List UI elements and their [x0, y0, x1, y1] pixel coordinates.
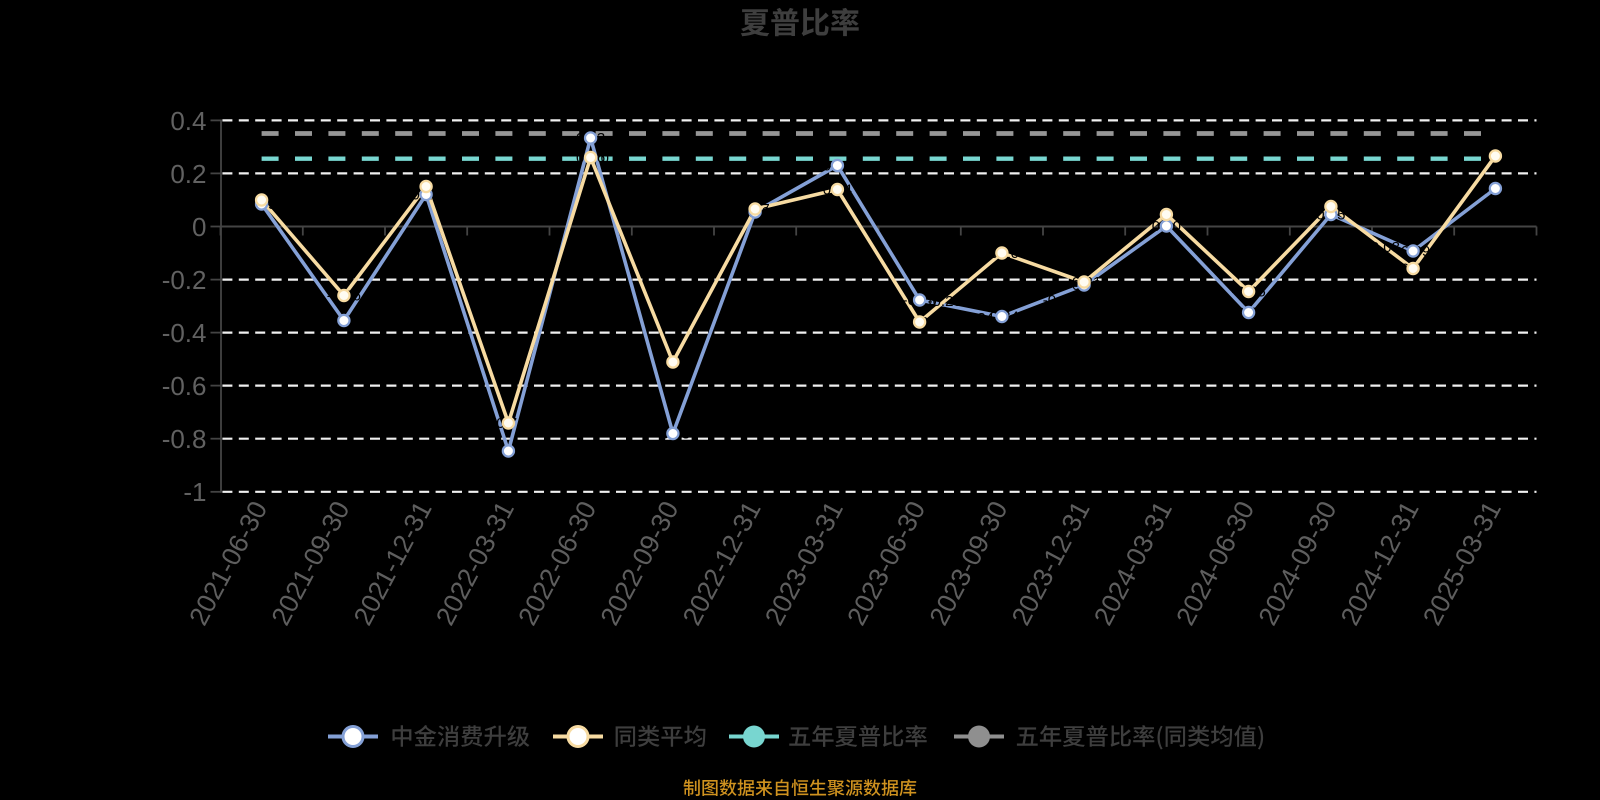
svg-text:-0.6: -0.6 — [162, 371, 207, 401]
svg-text:-0.35: -0.35 — [284, 300, 318, 317]
svg-text:0.08: 0.08 — [1371, 239, 1400, 256]
svg-text:-0.4: -0.4 — [162, 318, 207, 348]
svg-text:-0.21: -0.21 — [1043, 292, 1077, 309]
svg-text:-1: -1 — [183, 477, 206, 507]
svg-text:-0.2: -0.2 — [162, 265, 207, 295]
svg-text:0.26: 0.26 — [601, 150, 630, 167]
svg-text:-0.8: -0.8 — [162, 424, 207, 454]
svg-text:0.2: 0.2 — [170, 159, 206, 189]
svg-text:-0.28: -0.28 — [928, 293, 962, 310]
svg-text:0.05: 0.05 — [1176, 207, 1205, 224]
svg-text:0.4: 0.4 — [170, 106, 206, 136]
svg-text:0: 0 — [192, 212, 206, 242]
svg-text:-0.34: -0.34 — [960, 310, 994, 327]
